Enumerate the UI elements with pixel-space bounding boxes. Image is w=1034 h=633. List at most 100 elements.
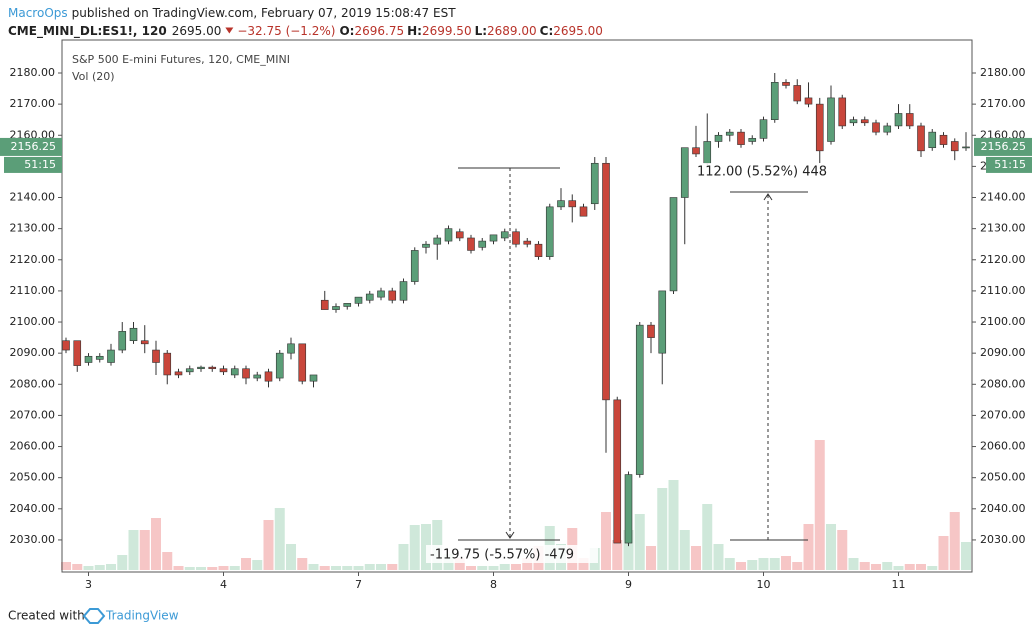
volume-bar [702,504,713,570]
volume-bar [893,566,904,570]
candle-body [545,206,554,257]
volume-bar [904,564,915,570]
published: published on TradingView.com, February 0… [72,6,457,20]
y-tick-label: 2070.00 [980,408,1026,421]
x-tick-label: 9 [625,578,632,591]
candle-body [860,119,869,124]
x-tick-label: 3 [85,578,92,591]
ohlc-label: H: [407,24,422,38]
candle-body [84,355,93,363]
y-tick-label: 2130.00 [980,222,1026,235]
candle-body [939,134,948,145]
y-tick-label: 2120.00 [10,253,56,266]
candle-body [365,293,374,301]
candle-body [287,343,295,354]
brand-logo [82,608,106,624]
candle-body [669,197,678,292]
change: −32.75 (−1.2%) [237,24,335,38]
last-price-label: 2156.25 [11,140,57,153]
y-tick-label: 2110.00 [980,284,1026,297]
volume-bar [61,562,71,570]
candle-body [388,290,397,301]
candle-body [422,243,430,248]
ohlc-value: 2699.50 [422,24,472,38]
volume-bar [578,558,589,570]
candle-body [174,371,183,376]
chart-frame [61,39,973,573]
candle-body [140,340,149,345]
countdown-box [4,156,62,173]
x-tick-label: 4 [220,578,227,591]
volume-bar [646,546,656,570]
candle-body [467,237,475,251]
annotation-bg [694,163,844,181]
candle-body [782,82,790,86]
volume-bar [511,564,521,570]
candle-layer [62,72,970,547]
y-tick-label: 2060.00 [980,440,1026,453]
volume-bar [274,508,285,570]
candle-body [399,281,408,301]
candle-body [804,97,813,105]
candle-body [230,368,239,376]
candle-body [62,340,70,351]
volume-bar [252,560,263,570]
candle-body [602,162,610,401]
candle-body [894,113,903,127]
y-tick-label: 2040.00 [980,502,1026,515]
volume-bar [927,566,938,570]
down-arrow-icon [225,27,234,34]
footer-text: Created with [8,609,85,623]
volume-bar [814,440,825,570]
volume-bar [139,530,150,570]
volume-bar [263,520,274,570]
candle-body [500,231,509,239]
volume-bar [949,512,960,570]
candle-body [264,371,273,382]
volume-bar [128,530,139,570]
candle-body [883,125,892,133]
candle-body [658,290,667,354]
volume-bar [398,544,409,570]
candle-body [962,146,970,149]
price: 2695.00 [172,24,222,38]
candle-body [107,349,115,363]
last-price-box [974,137,1032,156]
x-tick-label: 7 [355,578,362,591]
volume-bar [477,566,488,570]
candle-body [129,327,138,342]
volume-bar [826,524,836,570]
y-tick-label: 2050.00 [980,471,1026,484]
publisher[interactable]: MacroOps [8,6,68,20]
candle-body [444,228,453,242]
annotation-bg [426,545,598,563]
symbol: CME_MINI_DL:ES1!, 120 [8,24,167,39]
measure-down [458,167,808,541]
volume-bar [106,564,116,570]
ohlc-label: L: [475,24,487,38]
volume-bar [961,542,971,570]
y-tick-label: 2140.00 [10,191,56,204]
candle-body [590,162,599,205]
measure-arrow [505,531,515,539]
candle-body [647,324,655,338]
volume-bar [769,558,780,570]
candle-body [568,200,577,208]
candle-body [242,368,250,379]
candle-body [118,331,127,351]
volume-bar [229,566,240,570]
y-tick-label: 2120.00 [980,253,1026,266]
candle-body [73,340,82,366]
volume-bar [151,518,161,570]
ohlc-value: 2696.75 [354,24,404,38]
x-tick-label: 11 [892,578,906,591]
candle-body [523,240,532,245]
y-tick-label: 2070.00 [10,408,56,421]
brand[interactable]: TradingView [105,609,179,623]
last-price-label: 2156.25 [981,140,1027,153]
volume-bar [848,558,859,570]
volume-bar [679,530,690,570]
volume-bar [882,562,893,570]
y-tick-label: 2050.00 [10,471,56,484]
volume-bar [522,558,533,570]
